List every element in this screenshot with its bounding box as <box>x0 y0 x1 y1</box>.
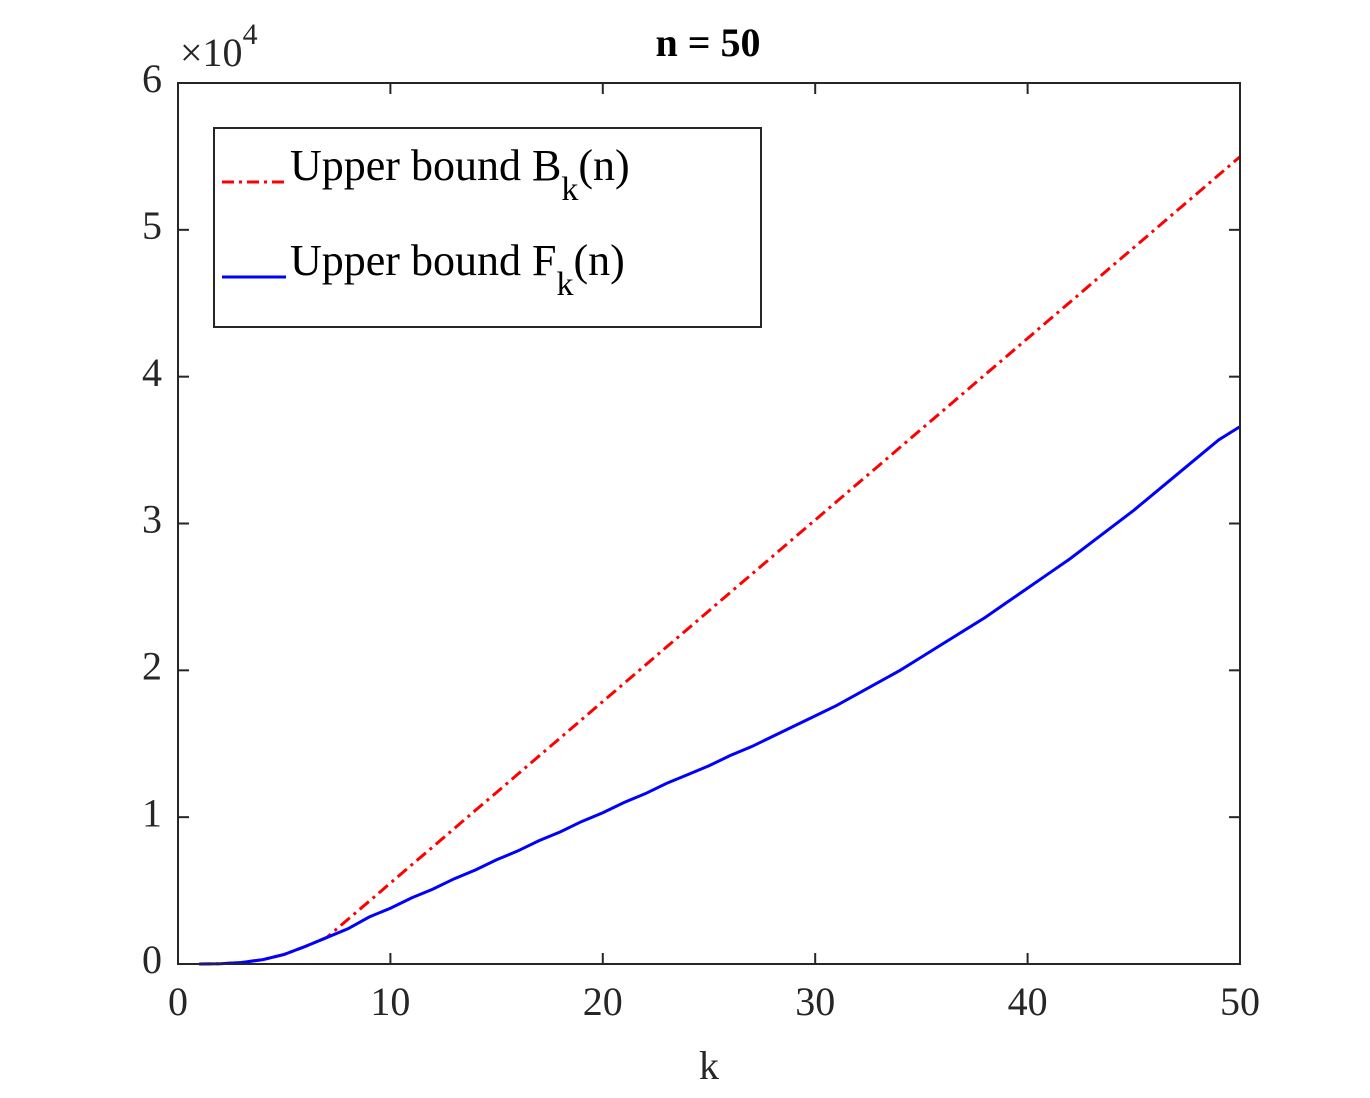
legend-box <box>213 127 762 328</box>
x-axis-label: k <box>699 1043 719 1088</box>
legend: Upper bound Bk(n)Upper bound Fk(n) <box>213 127 762 328</box>
y-tick-label: 6 <box>142 56 162 101</box>
legend-name-sub: k <box>556 266 573 303</box>
x-tick-label: 20 <box>583 979 623 1024</box>
y-tick-label: 1 <box>142 790 162 835</box>
x-tick-label: 0 <box>168 979 188 1024</box>
chart-title: n = 50 <box>655 20 760 65</box>
y-scale-base: ×10 <box>180 30 243 75</box>
legend-name-suffix: (n) <box>578 141 629 190</box>
x-tick-label: 40 <box>1008 979 1048 1024</box>
y-tick-label: 2 <box>142 644 162 689</box>
legend-label: Upper bound Bk(n) <box>290 141 630 208</box>
x-tick-label: 30 <box>795 979 835 1024</box>
legend-label: Upper bound Fk(n) <box>290 236 625 303</box>
x-tick-label: 10 <box>370 979 410 1024</box>
series-line <box>199 425 1241 966</box>
x-tick-label: 50 <box>1220 979 1260 1024</box>
legend-name: Upper bound B <box>290 141 561 190</box>
y-tick-label: 3 <box>142 497 162 542</box>
y-scale-exponent: 4 <box>243 18 258 51</box>
y-tick-label: 5 <box>142 203 162 248</box>
y-scale-label: ×104 <box>180 18 258 75</box>
y-tick-label: 4 <box>142 350 162 395</box>
legend-name-suffix: (n) <box>573 236 624 285</box>
legend-name-sub: k <box>561 171 578 208</box>
series-line <box>199 155 1241 966</box>
legend-name: Upper bound F <box>290 236 556 285</box>
y-tick-label: 0 <box>142 937 162 982</box>
